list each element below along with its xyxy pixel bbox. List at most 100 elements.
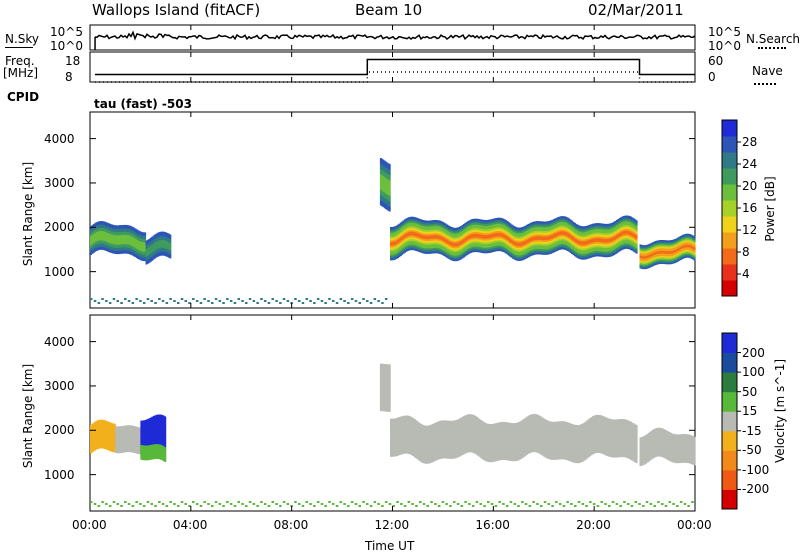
echo-cell (433, 225, 436, 228)
echo-cell (411, 246, 413, 249)
echo-cell (443, 246, 446, 249)
echo-cell (425, 246, 428, 249)
echo-cell (418, 240, 421, 243)
echo-cell (507, 253, 510, 256)
echo-cell (517, 231, 520, 234)
echo-cell (116, 234, 119, 237)
echo-cell (158, 253, 161, 255)
echo-cell (520, 240, 523, 243)
echo-cell (440, 250, 443, 253)
echo-cell (530, 240, 533, 244)
echo-cell (119, 233, 122, 236)
echo-cell (523, 239, 526, 242)
echo-cell (156, 252, 159, 255)
echo-cell (142, 235, 145, 238)
echo-cell (106, 246, 109, 249)
echo-cell (448, 231, 451, 234)
echo-cell (507, 222, 510, 225)
echo-cell (411, 222, 413, 225)
echo-cell (433, 243, 436, 247)
echo-cell (513, 237, 516, 240)
echo-cell (468, 238, 471, 241)
echo-cell (488, 243, 491, 246)
echo-cell (505, 245, 508, 248)
echo-cell (92, 238, 95, 241)
echo-cell (159, 234, 162, 237)
echo-cell (412, 226, 415, 229)
echo-cell (119, 240, 122, 243)
echo-cell (468, 236, 471, 239)
echo-cell (113, 231, 116, 234)
echo-cell (437, 223, 440, 227)
echo-cell (478, 220, 481, 224)
echo-cell (509, 223, 512, 226)
echo-cell (474, 238, 477, 242)
echo-cell (391, 232, 394, 235)
echo-cell (531, 236, 534, 239)
echo-cell (454, 229, 457, 232)
echo-cell (162, 243, 165, 246)
echo-cell (102, 226, 105, 229)
echo-cell (127, 236, 130, 239)
echo-cell (117, 231, 120, 234)
echo-cell (169, 234, 172, 237)
echo-cell (495, 239, 498, 243)
echo-cell (137, 255, 140, 258)
echo-cell (102, 230, 105, 233)
echo-cell (526, 241, 529, 244)
echo-cell (138, 237, 141, 240)
echo-cell (404, 228, 406, 231)
echo-cell (155, 254, 158, 257)
echo-cell (521, 230, 524, 233)
echo-cell (481, 219, 484, 222)
echo-cell (405, 247, 408, 250)
echo-cell (163, 250, 166, 252)
echo-cell (479, 234, 482, 237)
echo-cell (90, 252, 92, 255)
echo-cell (464, 254, 467, 257)
echo-cell (509, 234, 512, 237)
echo-cell (419, 219, 422, 222)
echo-cell (383, 178, 386, 182)
echo-cell (115, 251, 117, 254)
echo-cell (379, 194, 382, 198)
echo-cell (477, 242, 479, 245)
echo-cell (430, 240, 433, 243)
echo-cell (408, 248, 411, 251)
echo-cell (457, 236, 460, 239)
echo-cell (98, 230, 101, 233)
echo-cell (458, 239, 461, 242)
echo-cell (120, 251, 123, 254)
echo-cell (500, 232, 503, 235)
echo-cell (381, 192, 384, 196)
echo-cell (499, 248, 502, 252)
echo-cell (120, 232, 123, 235)
echo-cell (467, 246, 470, 249)
echo-cell (395, 231, 398, 234)
echo-cell (117, 230, 120, 233)
echo-cell (153, 246, 156, 249)
echo-cell (165, 242, 168, 245)
echo-cell (422, 220, 425, 223)
echo-cell (427, 249, 430, 253)
echo-region (145, 231, 172, 265)
echo-cell (528, 223, 531, 226)
echo-cell (434, 230, 437, 234)
echo-cell (138, 241, 141, 244)
echo-cell (446, 253, 449, 256)
echo-cell (470, 236, 472, 239)
echo-cell (149, 254, 152, 257)
echo-cell (94, 229, 97, 232)
echo-cell (146, 246, 149, 249)
echo-cell (124, 237, 127, 240)
echo-cell (534, 232, 537, 235)
echo-cell (433, 227, 436, 230)
echo-cell (394, 226, 397, 229)
echo-cell (488, 250, 491, 253)
echo-cell (123, 229, 126, 232)
echo-cell (541, 221, 544, 224)
echo-cell (404, 237, 406, 240)
echo-cell (109, 249, 112, 252)
echo-cell (98, 221, 101, 224)
echo-cell (127, 245, 130, 248)
